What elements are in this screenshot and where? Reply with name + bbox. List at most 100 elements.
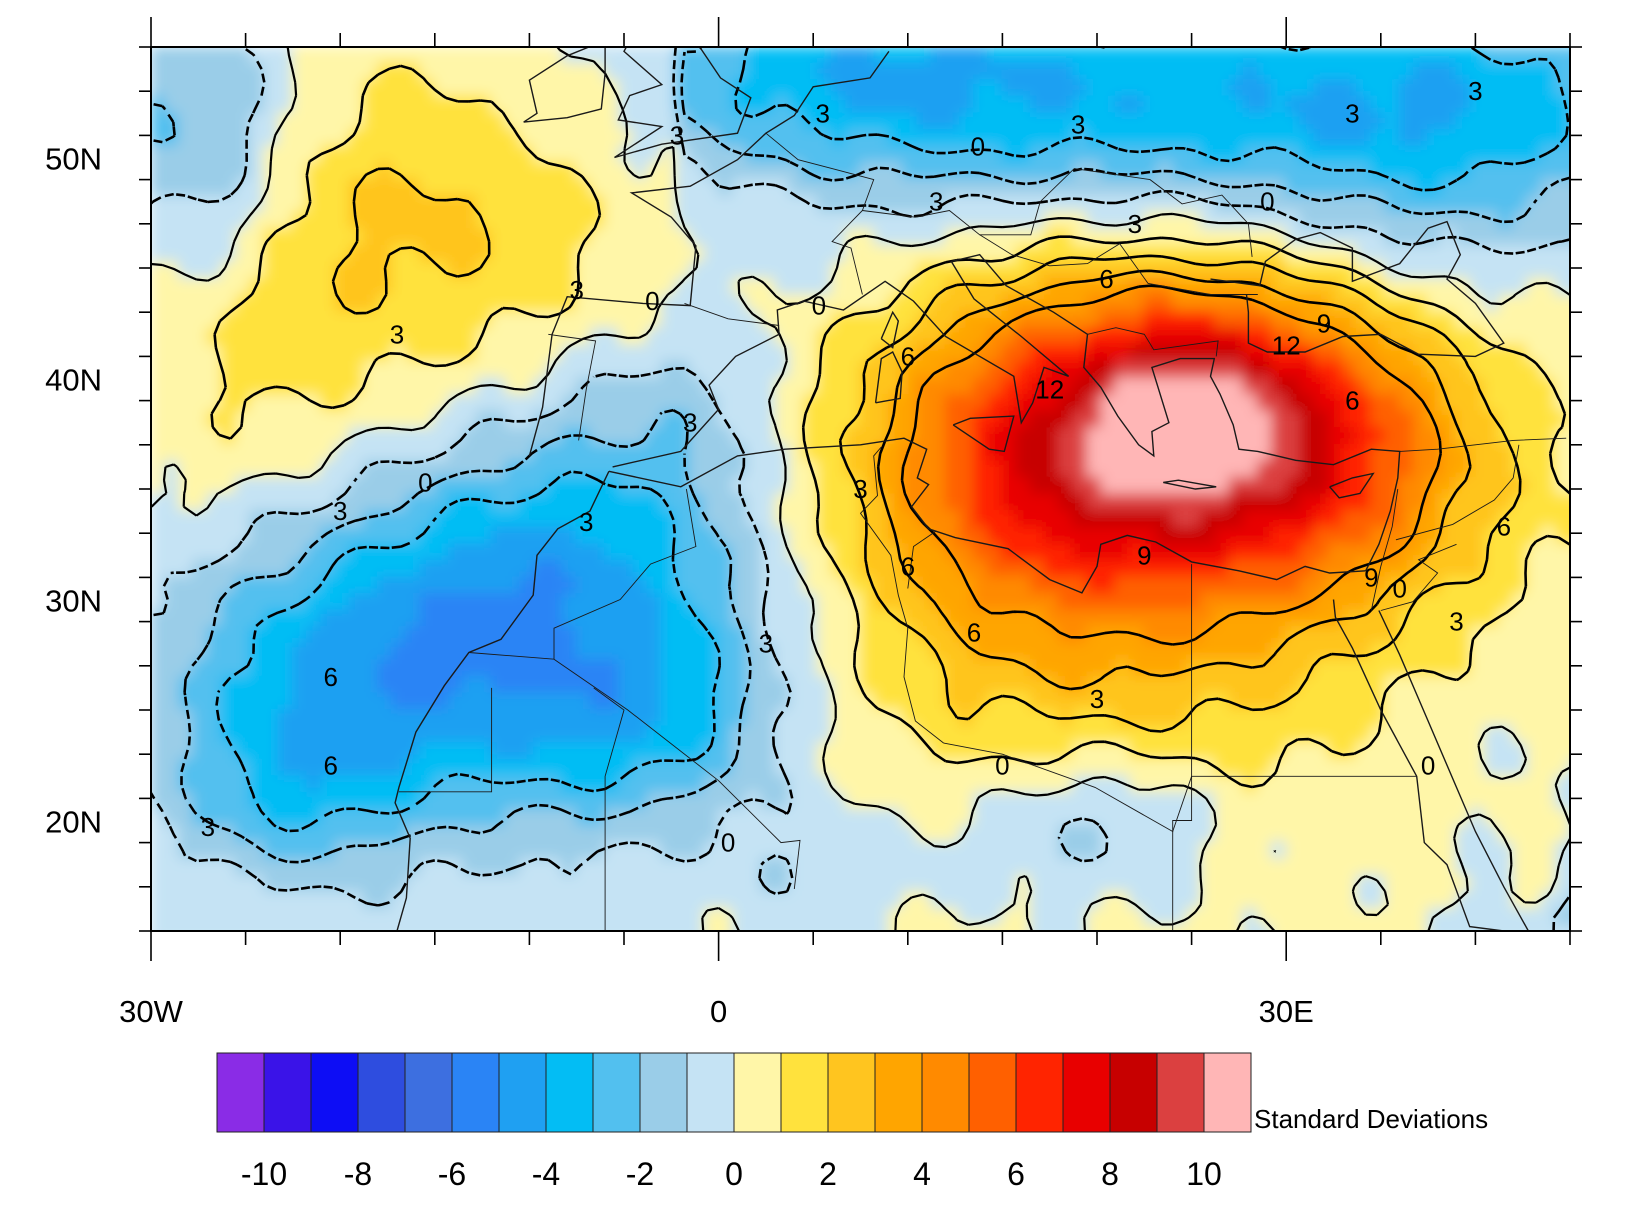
coastline-3	[394, 470, 610, 931]
contour-label-35: 3	[1090, 684, 1104, 714]
coastline-13	[523, 47, 606, 123]
colorbar-swatch	[310, 1052, 359, 1133]
border-0	[548, 333, 597, 441]
contour-label-13: 0	[721, 828, 735, 858]
contour-label-28: 3	[853, 474, 867, 504]
contour-label-16: 3	[1071, 109, 1085, 139]
contour-label-11: 6	[323, 750, 337, 780]
contour-label-23: 6	[901, 341, 915, 371]
colorbar: -10 -8 -6 -4 -2 0 2 4 6 8 10	[216, 1052, 1252, 1192]
contour-lines	[151, 47, 1570, 931]
contour-3	[210, 64, 1570, 789]
contour-label-21: 3	[1128, 209, 1142, 239]
contour-label-30: 9	[1137, 540, 1151, 570]
colorbar-tick-label: -10	[241, 1156, 287, 1192]
border-6	[468, 488, 697, 660]
coastline-10	[1163, 479, 1217, 490]
colorbar-swatch	[827, 1052, 876, 1133]
border-18	[1370, 488, 1399, 611]
border-11	[907, 530, 937, 589]
contour-12	[900, 284, 1442, 646]
contour-label-36: 3	[1449, 607, 1463, 637]
colorbar-swatch	[263, 1052, 312, 1133]
contour-label-14: 3	[815, 98, 829, 128]
colorbar-swatch	[921, 1052, 970, 1133]
contour-label-17: 3	[1345, 98, 1359, 128]
contour--9	[215, 47, 1570, 833]
colorbar-swatch	[451, 1052, 500, 1133]
border-10	[859, 446, 944, 744]
coastline-12	[614, 47, 752, 159]
colorbar-swatch	[1062, 1052, 1111, 1133]
contour-6	[331, 167, 1522, 733]
colorbar-swatch	[404, 1052, 453, 1133]
contour-label-37: 0	[995, 750, 1009, 780]
border-7	[553, 658, 801, 890]
lon-tick-label: 30E	[1259, 994, 1314, 1029]
border-9	[593, 687, 625, 931]
colorbar-tick-label: -2	[626, 1156, 654, 1192]
contour-label-38: 0	[1421, 750, 1435, 780]
contour-label-6: 0	[812, 291, 826, 321]
contour-label-31: 9	[1364, 562, 1378, 592]
border-13	[1191, 564, 1417, 777]
contour-label-2: 3	[333, 496, 347, 526]
contour-label-27: 6	[1345, 386, 1359, 416]
coastline-8	[880, 310, 900, 349]
contour--3	[151, 47, 1570, 931]
lon-tick-label: 0	[710, 994, 727, 1029]
contour-label-15: 0	[971, 131, 985, 161]
colorbar-swatch	[498, 1052, 547, 1133]
lat-tick-label: 40N	[45, 363, 102, 398]
contour-label-34: 6	[967, 618, 981, 648]
colorbar-swatch	[874, 1052, 923, 1133]
border-1	[684, 302, 780, 326]
contour-label-20: 3	[929, 187, 943, 217]
coastline-0	[528, 50, 890, 457]
colorbar-swatch	[639, 1052, 688, 1133]
contour-label-4: 3	[670, 120, 684, 150]
colorbar-title: Standard Deviations	[1254, 1104, 1488, 1134]
coastline-2	[608, 437, 1366, 594]
border-14	[1172, 776, 1193, 931]
colorbar-swatch	[1109, 1052, 1158, 1133]
border-3	[862, 168, 1253, 257]
contour-label-12: 3	[201, 812, 215, 842]
contour-label-19: 0	[1260, 187, 1274, 217]
colorbar-tick-label: 10	[1186, 1156, 1222, 1192]
colorbar-tick-label: -4	[532, 1156, 560, 1192]
colorbar-swatch	[733, 1052, 782, 1133]
border-15	[1399, 437, 1567, 452]
contour-label-24: 9	[1317, 308, 1331, 338]
coastlines-and-borders	[394, 47, 1567, 931]
contour-label-8: 3	[579, 507, 593, 537]
border-17	[1380, 543, 1457, 611]
axis-ticks: 30W 0 30E 50N 40N 30N 20N	[45, 17, 1582, 1029]
colorbar-tick-label: 2	[819, 1156, 837, 1192]
contour-label-5: 0	[645, 286, 659, 316]
lon-tick-label: 30W	[119, 994, 183, 1029]
contour-label-33: 6	[1497, 512, 1511, 542]
border-4	[979, 234, 1258, 295]
colorbar-swatch	[1203, 1052, 1252, 1133]
colorbar-tick-label: -8	[344, 1156, 372, 1192]
colorbar-swatch	[592, 1052, 641, 1133]
colorbar-tick-label: 8	[1101, 1156, 1119, 1192]
border-8	[398, 687, 493, 793]
contour-label-25: 12	[1272, 330, 1301, 360]
colorbar-swatch	[545, 1052, 594, 1133]
contour-label-1: 0	[418, 467, 432, 497]
border-5	[1087, 327, 1219, 357]
field-cells	[151, 47, 1570, 931]
colorbar-swatch	[968, 1052, 1017, 1133]
colorbar-swatch	[780, 1052, 829, 1133]
lat-tick-label: 20N	[45, 805, 102, 840]
border-2	[765, 132, 875, 295]
coastline-5	[1378, 610, 1530, 931]
coastline-11	[1329, 472, 1375, 499]
colorbar-swatch	[686, 1052, 735, 1133]
coastline-6	[1210, 220, 1505, 358]
colorbar-swatch	[357, 1052, 406, 1133]
lat-tick-label: 50N	[45, 142, 102, 177]
